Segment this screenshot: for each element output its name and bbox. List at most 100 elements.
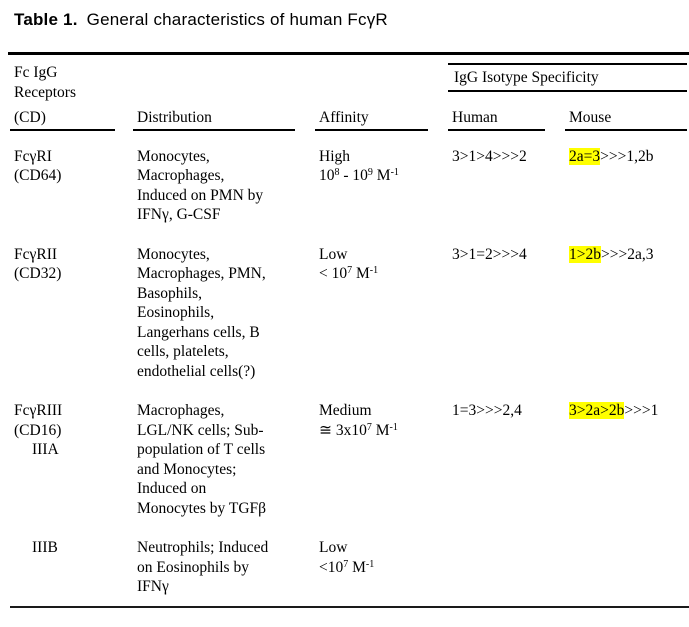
superscript: 7 — [347, 265, 353, 276]
receptor-line: (CD32) — [14, 265, 62, 282]
superscript: -1 — [390, 167, 399, 178]
receptor-line: FcγRIII — [14, 402, 63, 419]
affinity-line: High — [319, 147, 448, 167]
superscript: -1 — [365, 558, 375, 570]
table-bottom-rule — [10, 606, 689, 608]
cell-human-specificity: 1=3>>>2,4 — [448, 401, 565, 518]
table-row: FcγRIII (CD16) IIIA Macrophages, LGL/NK cell… — [0, 401, 689, 518]
distribution-line: on Eosinophils by — [137, 558, 249, 576]
header-distribution: Distribution — [133, 106, 295, 131]
cell-receptor: IIIB — [10, 538, 133, 597]
cell-distribution: Monocytes, Macrophages, Induced on PMN by I… — [133, 147, 315, 225]
distribution-line: Macrophages, — [137, 402, 225, 419]
affinity-text: <10 — [319, 558, 344, 576]
superscript: -1 — [389, 421, 398, 433]
header-receptor-line2: Receptors — [14, 83, 76, 101]
affinity-text: High — [319, 147, 350, 165]
cell-mouse-specificity: 3>2a>2b>>>1 — [565, 401, 689, 518]
header-affinity: Affinity — [315, 106, 428, 131]
distribution-line: population of T cells — [137, 441, 266, 458]
receptor-line: FcγRI — [14, 147, 52, 165]
cell-human-specificity: 3>1=2>>>4 — [448, 245, 565, 382]
header-mouse: Mouse — [565, 106, 687, 131]
mouse-specificity-value: 1>2b>>>2a,3 — [569, 245, 689, 265]
table-row: IIIB Neutrophils; Induced on Eosinophils b… — [0, 538, 689, 597]
cell-human-specificity: 3>1>4>>>2 — [448, 147, 565, 225]
mouse-specificity-value: 2a=3>>>1,2b — [569, 147, 689, 167]
superscript: -1 — [369, 265, 379, 276]
highlighted-text: 3>2a>2b — [569, 402, 625, 419]
distribution-line: Induced on PMN by — [137, 186, 264, 204]
cell-distribution: Macrophages, LGL/NK cells; Sub-population… — [133, 401, 315, 518]
human-specificity-value: 3>1>4>>>2 — [452, 147, 527, 165]
human-specificity-value: 3>1=2>>>4 — [452, 245, 527, 263]
affinity-text: M — [352, 265, 370, 282]
superscript: 7 — [366, 421, 372, 433]
cell-affinity: Low <107 M-1 — [315, 538, 448, 597]
mouse-specificity-value: 3>2a>2b>>>1 — [569, 401, 689, 421]
affinity-text: Medium — [319, 402, 372, 419]
distribution-line: IFNγ — [137, 578, 169, 595]
header-human: Human — [448, 106, 545, 131]
mouse-specificity-text: >>>2a,3 — [601, 245, 654, 263]
affinity-line: ≅ 3x107 M-1 — [319, 421, 448, 441]
table-body: FcγRI (CD64) Monocytes, Macrophages, Induced… — [0, 147, 689, 597]
receptor-line: (CD16) — [14, 421, 62, 439]
distribution-line: Macrophages, — [137, 167, 225, 184]
distribution-line: Eosinophils, — [137, 304, 215, 321]
distribution-line: Langerhans cells, B — [137, 323, 260, 341]
cell-distribution: Neutrophils; Induced on Eosinophils by IFN… — [133, 538, 315, 597]
cell-receptor: FcγRIII (CD16) IIIA — [10, 401, 133, 518]
cell-affinity: High 108 - 109 M-1 — [315, 147, 448, 225]
table-row: FcγRI (CD64) Monocytes, Macrophages, Induced… — [0, 147, 689, 225]
human-specificity-value: 1=3>>>2,4 — [452, 402, 522, 419]
header-receptor-line1: Fc IgG — [14, 64, 58, 81]
highlighted-text: 2a=3 — [569, 147, 601, 165]
affinity-line: Low — [319, 538, 448, 558]
affinity-line: Medium — [319, 401, 448, 421]
cell-mouse-specificity: 2a=3>>>1,2b — [565, 147, 689, 225]
affinity-text: M — [372, 167, 391, 184]
distribution-line: Neutrophils; Induced — [137, 539, 269, 556]
affinity-line: Low — [319, 245, 448, 265]
receptor-line: IIIA — [32, 441, 59, 458]
cell-mouse-specificity — [565, 538, 689, 597]
header-cd: (CD) — [10, 106, 115, 131]
affinity-text: < 10 — [319, 265, 348, 282]
mouse-specificity-text: >>>1 — [624, 402, 659, 419]
distribution-line: Induced on — [137, 480, 207, 497]
cell-distribution: Monocytes, Macrophages, PMN, Basophils, Eos… — [133, 245, 315, 382]
superscript: 9 — [367, 167, 373, 178]
cell-mouse-specificity: 1>2b>>>2a,3 — [565, 245, 689, 382]
affinity-text: Low — [319, 245, 348, 263]
receptor-line: IIIB — [32, 539, 58, 556]
affinity-text: - 10 — [339, 167, 368, 184]
superscript: 7 — [343, 558, 349, 570]
header-receptor-top: Fc IgG Receptors — [10, 63, 133, 102]
affinity-text: 10 — [319, 167, 335, 184]
affinity-text: ≅ 3x10 — [319, 421, 367, 439]
highlighted-text: 1>2b — [569, 245, 601, 263]
header-igg-isotype-specificity: IgG Isotype Specificity — [448, 63, 687, 92]
cell-human-specificity — [448, 538, 565, 597]
table-row: FcγRII (CD32) Monocytes, Macrophages, PMN, B… — [0, 245, 689, 382]
distribution-line: and Monocytes; — [137, 460, 237, 478]
receptor-line: FcγRII — [14, 245, 58, 263]
affinity-line: <107 M-1 — [319, 558, 448, 578]
affinity-line: 108 - 109 M-1 — [319, 166, 448, 186]
superscript: 8 — [334, 167, 340, 178]
affinity-text: M — [371, 421, 390, 439]
distribution-line: Monocytes by TGFβ — [137, 499, 267, 517]
affinity-line: < 107 M-1 — [319, 264, 448, 284]
table-title-label: Table 1. — [14, 10, 78, 29]
affinity-text: M — [348, 558, 366, 576]
cell-receptor: FcγRII (CD32) — [10, 245, 133, 382]
table-top-rule — [8, 52, 689, 55]
table-header: Fc IgG Receptors IgG Isotype Specificity… — [0, 63, 689, 131]
distribution-line: cells, platelets, — [137, 343, 229, 360]
distribution-line: Macrophages, PMN, — [137, 265, 266, 282]
table-title: Table 1. General characteristics of human… — [0, 0, 689, 30]
distribution-line: Basophils, — [137, 284, 203, 302]
mouse-specificity-text: >>>1,2b — [600, 147, 654, 165]
